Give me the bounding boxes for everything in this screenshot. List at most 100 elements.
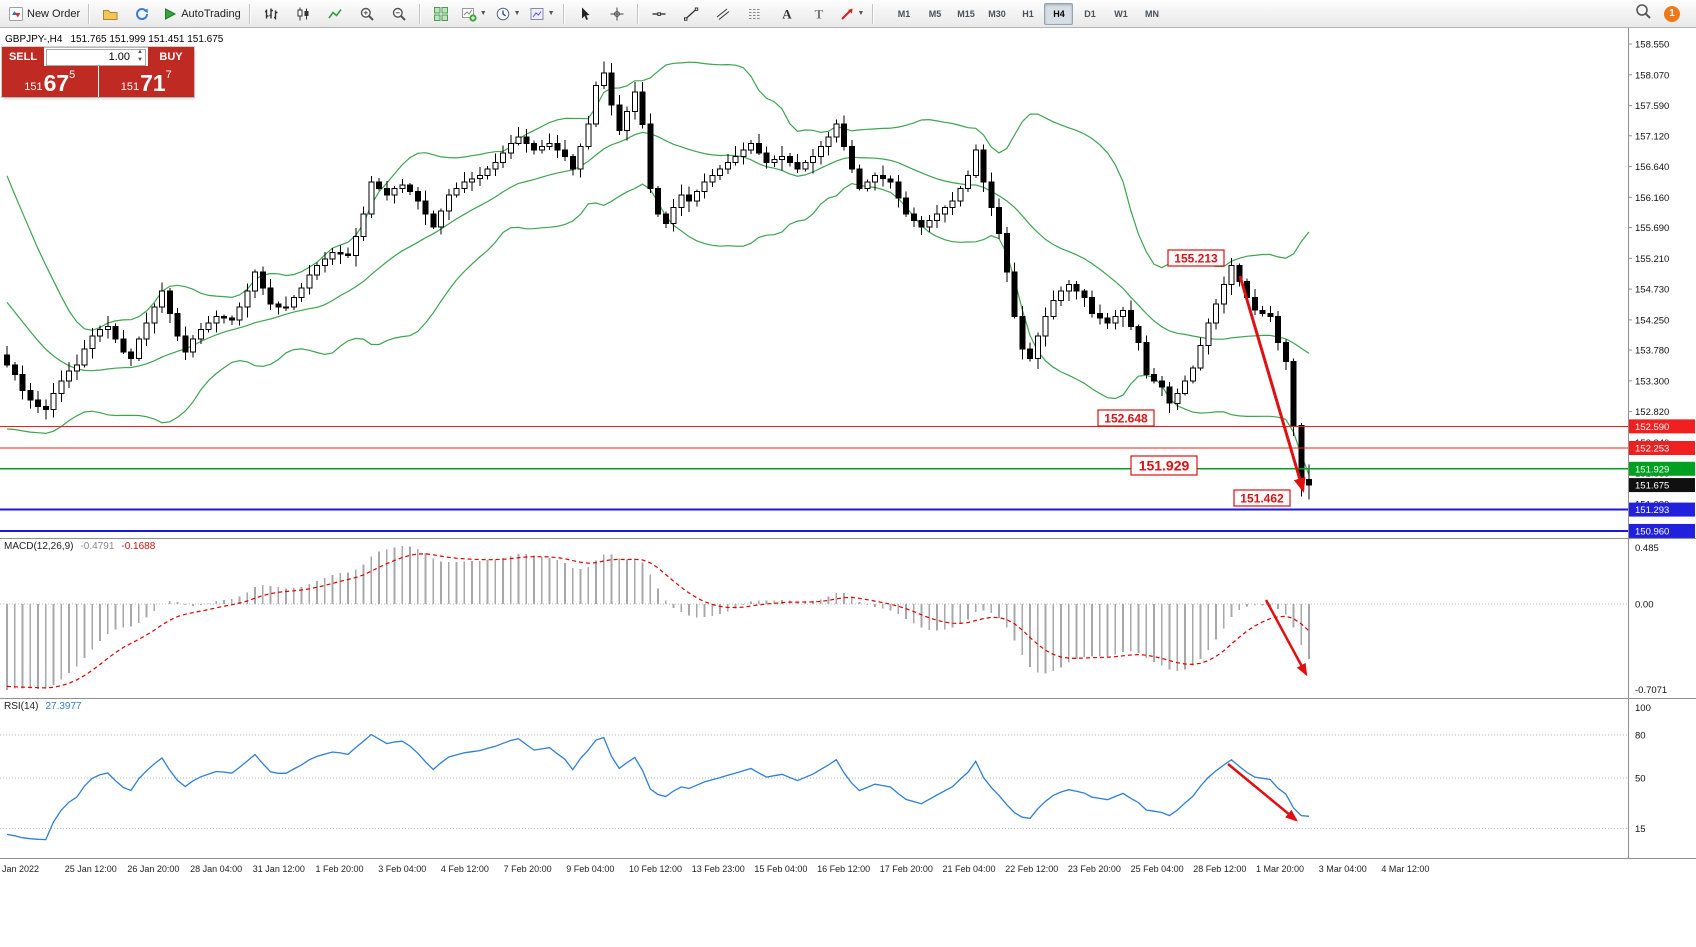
timeframe-button-m15[interactable]: M15 [957,8,975,19]
timeframe-button-h1[interactable]: H1 [1022,8,1034,19]
volume-up-icon[interactable]: ▲ [137,49,143,55]
fibonacci-tool-button[interactable] [739,1,771,27]
price-axis-box-label: 152.590 [1635,422,1669,433]
candlestick-mode-button[interactable] [287,1,319,27]
macd-title: MACD(12,26,9) [4,541,74,552]
chevron-down-icon: ▼ [513,10,521,17]
annotation-box[interactable] [1167,249,1225,267]
time-axis-label: 3 Mar 04:00 [1318,864,1367,874]
timeframe-button-m30[interactable]: M30 [988,8,1006,19]
time-axis-label: 26 Jan 20:00 [127,864,180,874]
rsi-line [6,733,1310,841]
bottom-filler [0,880,1696,947]
timeframe-button-w1[interactable]: W1 [1114,8,1128,19]
candlestick-icon [295,6,311,22]
toolbar-right-group: 1 [1634,2,1692,25]
rsi-chart[interactable]: 100 80 50 15 [0,698,1696,858]
timeframe-button-m1[interactable]: M1 [897,8,911,19]
line-chart-mode-button[interactable] [319,1,351,27]
notification-badge[interactable]: 1 [1664,5,1680,22]
chevron-down-icon: ▼ [479,10,487,17]
macd-histogram [6,546,1310,690]
tile-windows-icon [433,6,449,22]
label-tool-button[interactable]: T [803,1,835,27]
new-chart-button[interactable]: ▼ [457,1,491,27]
annotation-text: 155.213 [1174,251,1218,265]
rsi-axis-label: 50 [1635,774,1646,785]
arrow-tool-icon [839,6,855,22]
macd-arrow[interactable] [1264,599,1308,677]
candlestick-chart[interactable]: 158.550 158.070 157.590 157.120 156.640 156.1… [0,28,1696,538]
price-axis-box [1629,461,1695,476]
autotrading-button[interactable]: AutoTrading [158,1,245,27]
timeframe-button-d1[interactable]: D1 [1084,8,1096,19]
channel-tool-button[interactable] [707,1,739,27]
price-axis-box-label: 151.675 [1635,481,1669,492]
label-icon: T [811,6,827,22]
annotation-text: 152.648 [1104,411,1148,425]
macd-main-value: -0.4791 [80,541,115,552]
price-axis-box [1629,478,1695,493]
tile-windows-button[interactable] [425,1,457,27]
price-axis-box [1629,440,1695,455]
macd-pane: 0.485 0.00 -0.7071 MACD(12,26,9) -0.4791 -… [0,538,1696,698]
text-tool-button[interactable]: A [771,1,803,27]
zoom-out-button[interactable] [383,1,415,27]
profiles-button[interactable] [94,1,126,27]
price-tick-label: 154.250 [1635,315,1669,326]
toolbar-separator [88,3,91,24]
trendline-icon [683,6,699,22]
annotation-box[interactable] [1130,455,1198,476]
price-tick-label: 152.820 [1635,407,1669,418]
sell-price-button[interactable]: 151 67 5 [2,66,98,97]
macd-chart[interactable]: 0.485 0.00 -0.7071 [0,538,1696,698]
time-axis-label: Jan 2022 [2,864,40,874]
templates-button[interactable]: ▼ [525,1,559,27]
timeframe-button-m5[interactable]: M5 [928,8,942,19]
buy-price-pip: 7 [165,69,172,81]
macd-signal-line [6,553,1310,689]
trend-arrow[interactable] [1238,275,1306,493]
horizontal-line-tool-button[interactable] [643,1,675,27]
price-tick-label: 156.640 [1635,162,1669,173]
time-axis-label: 1 Mar 20:00 [1256,864,1305,874]
sell-button[interactable]: SELL [2,47,44,66]
price-tick-label: 153.780 [1635,346,1669,357]
sell-price-big: 67 [43,70,70,97]
volume-down-icon[interactable]: ▼ [137,57,143,63]
new-order-button[interactable]: New Order [4,1,84,27]
time-axis-label: 22 Feb 12:00 [1005,864,1059,874]
crosshair-tool-button[interactable] [601,1,633,27]
time-axis[interactable]: Jan 2022 25 Jan 12:00 26 Jan 20:00 28 Jan 0… [0,858,1696,880]
volume-stepper: ▲ ▼ [137,49,143,65]
buy-price-big: 71 [140,70,166,97]
toolbar-separator [872,3,875,24]
refresh-icon [134,6,150,22]
chevron-down-icon: ▼ [857,10,865,17]
buy-price-prefix: 151 [120,81,140,93]
zoom-out-icon [391,6,407,22]
search-icon[interactable] [1634,2,1652,25]
timeframe-button-h4[interactable]: H4 [1044,2,1074,25]
trendline-tool-button[interactable] [675,1,707,27]
macd-label: MACD(12,26,9) -0.4791 -0.1688 [4,541,155,552]
periods-button[interactable]: ▼ [491,1,525,27]
buy-price-button[interactable]: 151 71 7 [98,66,194,97]
price-axis-box [1629,419,1695,434]
arrows-tool-button[interactable]: ▼ [835,1,869,27]
candles-layer [4,61,1312,500]
timeframe-button-mn[interactable]: MN [1144,8,1159,19]
annotation-box[interactable] [1097,409,1155,427]
buy-button[interactable]: BUY [148,47,194,66]
bar-chart-mode-button[interactable] [255,1,287,27]
zoom-in-button[interactable] [351,1,383,27]
volume-input[interactable] [46,48,146,66]
refresh-button[interactable] [126,1,158,27]
rsi-value: 27.3977 [45,701,82,712]
line-chart-icon [327,6,343,22]
rsi-arrow[interactable] [1227,763,1298,822]
annotation-box[interactable] [1233,489,1291,507]
symbol-timeframe-label: GBPJPY-,H4 [5,34,63,45]
cursor-tool-button[interactable] [569,1,601,27]
time-axis-label: 17 Feb 20:00 [879,864,933,874]
